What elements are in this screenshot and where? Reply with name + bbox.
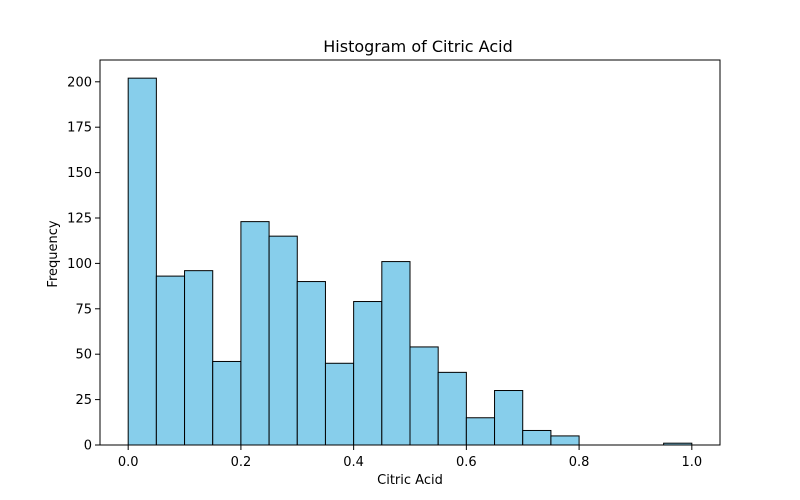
histogram-bar xyxy=(353,301,383,446)
histogram-bar xyxy=(465,417,496,446)
x-tick-label: 0.6 xyxy=(456,455,477,470)
y-tick-label: 75 xyxy=(75,302,92,317)
histogram-bar xyxy=(437,371,467,446)
x-axis-label: Citric Acid xyxy=(377,473,443,488)
histogram-bar xyxy=(212,360,242,446)
histogram-bar xyxy=(494,390,524,446)
histogram-bar xyxy=(409,346,439,446)
y-axis: 0 25 50 75 100 125 150 175 200 xyxy=(67,75,100,454)
histogram-bar xyxy=(268,235,298,446)
histogram-bar xyxy=(550,435,580,446)
x-tick-label: 0.8 xyxy=(569,455,590,470)
y-tick-label: 0 xyxy=(84,439,92,454)
x-tick-label: 0.4 xyxy=(343,455,364,470)
x-axis: 0.0 0.2 0.4 0.6 0.8 1.0 xyxy=(118,445,702,470)
y-tick-label: 150 xyxy=(67,166,92,181)
chart-title: Histogram of Citric Acid xyxy=(323,37,512,56)
histogram-bar xyxy=(324,362,355,446)
y-tick-label: 125 xyxy=(67,211,92,226)
histogram-bar xyxy=(522,429,552,446)
x-tick-label: 1.0 xyxy=(681,455,702,470)
histogram-bar xyxy=(127,77,157,446)
y-tick-label: 175 xyxy=(67,121,92,136)
histogram-bar xyxy=(184,270,214,446)
x-tick-label: 0.0 xyxy=(118,455,139,470)
bars-group xyxy=(127,77,693,446)
x-tick-label: 0.2 xyxy=(231,455,252,470)
y-tick-label: 200 xyxy=(67,75,92,90)
histogram-bar xyxy=(155,275,186,446)
plot-frame xyxy=(99,59,721,446)
histogram-bar xyxy=(296,281,326,446)
y-tick-label: 100 xyxy=(67,257,92,272)
y-tick-label: 25 xyxy=(75,393,92,408)
histogram-bar xyxy=(381,261,411,446)
y-tick-label: 50 xyxy=(75,348,92,363)
y-axis-label: Frequency xyxy=(46,220,61,287)
histogram-bar xyxy=(240,221,270,446)
